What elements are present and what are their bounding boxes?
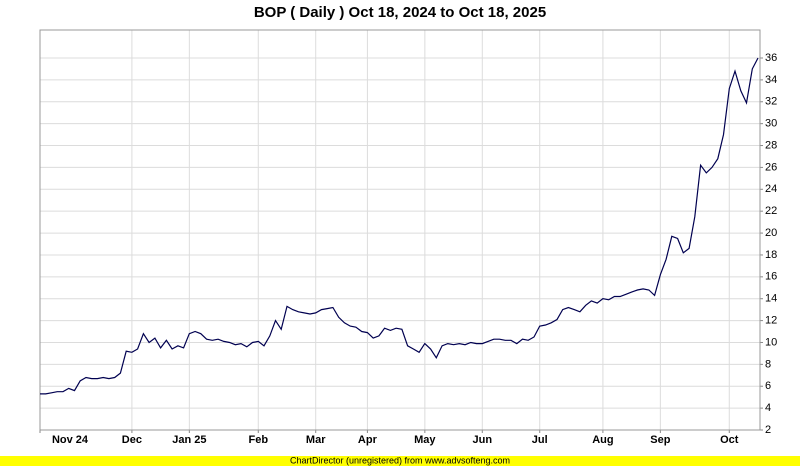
x-tick-label: Jan 25 <box>172 434 206 446</box>
y-tick-label: 26 <box>765 161 777 173</box>
x-tick-label: Jul <box>532 434 548 446</box>
y-tick-label: 18 <box>765 249 777 261</box>
x-tick-label: Aug <box>592 434 613 446</box>
y-tick-label: 36 <box>765 52 777 64</box>
x-tick-label: Apr <box>358 434 378 446</box>
y-tick-label: 28 <box>765 139 777 151</box>
y-tick-label: 20 <box>765 227 777 239</box>
footer: ChartDirector (unregistered) from www.ad… <box>290 455 510 465</box>
x-tick-label: Nov 24 <box>52 434 89 446</box>
y-tick-label: 2 <box>765 424 771 436</box>
y-tick-label: 22 <box>765 205 777 217</box>
x-tick-label: Jun <box>473 434 493 446</box>
x-tick-label: Oct <box>720 434 739 446</box>
price-line <box>40 57 759 395</box>
chart-title: BOP ( Daily ) Oct 18, 2024 to Oct 18, 20… <box>254 4 546 21</box>
x-tick-label: May <box>414 434 436 446</box>
x-tick-label: Mar <box>306 434 326 446</box>
y-tick-label: 14 <box>765 293 777 305</box>
y-tick-label: 34 <box>765 74 777 86</box>
y-tick-label: 16 <box>765 271 777 283</box>
x-tick-label: Dec <box>122 434 142 446</box>
y-tick-label: 24 <box>765 183 777 195</box>
y-tick-label: 32 <box>765 96 777 108</box>
y-tick-label: 8 <box>765 358 771 370</box>
plot-border <box>39 29 761 431</box>
y-tick-label: 12 <box>765 314 777 326</box>
x-tick-label: Sep <box>650 434 670 446</box>
y-tick-label: 4 <box>765 402 771 414</box>
y-tick-label: 6 <box>765 380 771 392</box>
x-tick-label: Feb <box>248 434 268 446</box>
y-tick-label: 10 <box>765 336 777 348</box>
y-tick-label: 30 <box>765 118 777 130</box>
footer-bar <box>0 456 800 466</box>
